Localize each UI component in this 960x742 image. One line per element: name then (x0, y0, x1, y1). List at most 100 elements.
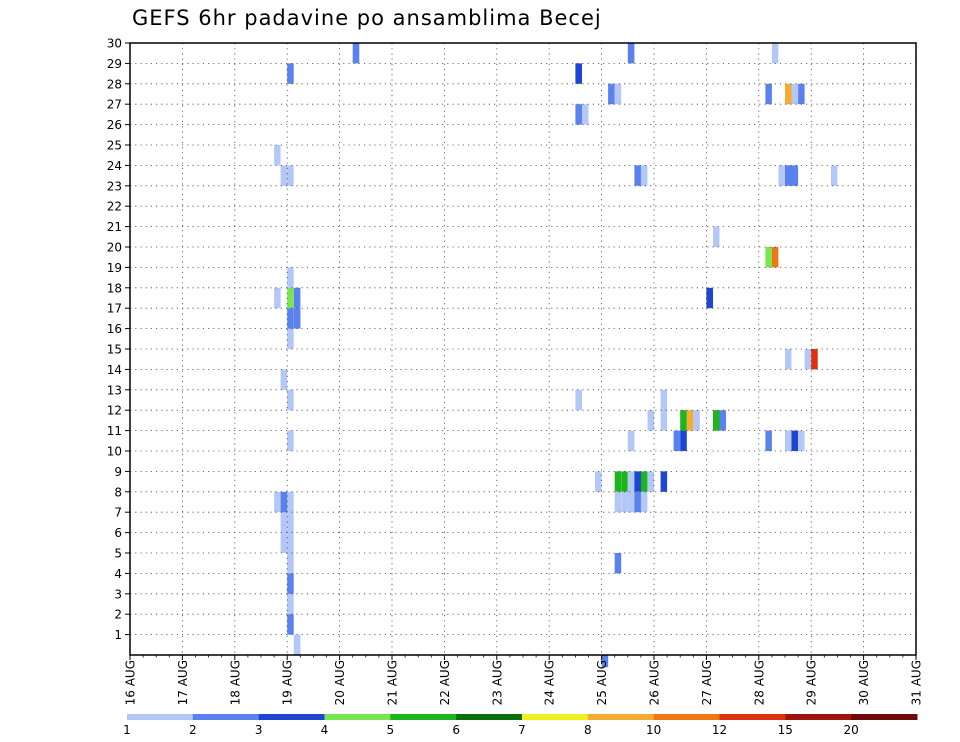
heatmap-cell (640, 491, 648, 513)
heatmap-cell (686, 410, 694, 431)
heatmap-cell (785, 83, 792, 105)
x-tick-label: 17 AUG (176, 660, 190, 705)
y-tick-label: 24 (107, 159, 122, 173)
heatmap-cell (287, 593, 294, 615)
heatmap-cell (287, 165, 294, 186)
heatmap-cell (621, 491, 628, 513)
legend: 1 2 3 4 5 6 7 8 10 12 15 20 (123, 714, 918, 737)
heatmap-cell (778, 165, 785, 186)
heatmap-cell (634, 165, 641, 186)
heatmap-cell (575, 63, 582, 84)
x-tick-label: 28 AUG (752, 660, 766, 705)
heatmap-cell (293, 634, 301, 655)
heatmap-cell (785, 349, 792, 370)
heatmap-cell (660, 389, 668, 411)
heatmap-cell (791, 430, 799, 451)
heatmap-cell (830, 165, 838, 186)
y-tick-label: 9 (114, 465, 122, 479)
heatmap-cell (287, 63, 294, 84)
y-tick-label: 11 (107, 424, 122, 438)
x-tick-label: 31 AUG (910, 660, 924, 705)
x-tick-label: 16 AUG (124, 660, 138, 705)
heatmap-cell (680, 430, 687, 451)
heatmap-cell (287, 512, 294, 533)
heatmap-cell (280, 491, 288, 513)
heatmap-cell (595, 471, 602, 492)
heatmap-cell (287, 287, 294, 309)
heatmap-cell (293, 308, 301, 329)
heatmap-cell (614, 471, 622, 492)
legend-swatch (390, 714, 457, 720)
x-tick-label: 23 AUG (490, 660, 504, 705)
heatmap-cell (621, 471, 628, 492)
heatmap-cell (287, 614, 294, 635)
x-tick-label: 27 AUG (700, 660, 714, 705)
heatmap-cell (627, 430, 635, 451)
y-tick-label: 2 (114, 608, 122, 622)
x-tick-label: 26 AUG (648, 660, 662, 705)
heatmap-cell (627, 491, 635, 513)
legend-swatch (192, 714, 260, 720)
legend-label: 7 (518, 723, 526, 737)
heatmap-cell (693, 410, 700, 431)
heatmap-cell (280, 512, 288, 533)
heatmap-cell (673, 430, 681, 451)
heatmap-cell (647, 410, 654, 431)
y-tick-label: 25 (107, 139, 122, 153)
y-tick-label: 10 (107, 445, 122, 459)
x-axis: 16 AUG 17 AUG 18 AUG 19 AUG 20 AUG 21 AUG 22 A… (124, 655, 924, 705)
legend-label: 15 (778, 723, 793, 737)
x-tick-label: 25 AUG (595, 660, 609, 705)
y-tick-label: 22 (107, 200, 122, 214)
y-tick-label: 14 (107, 363, 122, 377)
heatmap-cell (798, 430, 805, 451)
y-tick-label: 29 (107, 57, 122, 71)
heatmap-cell (634, 471, 641, 492)
heatmap-cell (706, 287, 713, 309)
heatmap-cell (640, 471, 648, 492)
heatmap-cell (771, 247, 779, 268)
y-tick-label: 21 (107, 220, 122, 234)
grid-layer (130, 43, 916, 655)
heatmap-cell (765, 247, 772, 268)
legend-swatch (851, 714, 918, 720)
heatmap-cell (811, 349, 818, 370)
heatmap-cell (293, 287, 301, 309)
x-tick-label: 30 AUG (857, 660, 871, 705)
heatmap-cell (287, 389, 294, 411)
y-axis: 1234567891011121314151617181920212223242… (107, 37, 130, 642)
heatmap-cell (287, 491, 294, 513)
heatmap-cell (582, 104, 589, 125)
heatmap-cell (647, 471, 654, 492)
legend-swatch (456, 714, 523, 720)
heatmap-cell (614, 83, 622, 105)
y-tick-label: 16 (107, 322, 122, 336)
heatmap-cell (601, 655, 609, 668)
heatmap-cell (627, 471, 635, 492)
y-tick-label: 1 (114, 628, 122, 642)
heatmap-cell (771, 43, 779, 64)
y-tick-label: 3 (114, 587, 122, 601)
legend-label: 4 (321, 723, 329, 737)
legend-swatch (324, 714, 391, 720)
legend-swatch (522, 714, 589, 720)
y-tick-label: 17 (107, 302, 122, 316)
x-tick-label: 21 AUG (386, 660, 400, 705)
x-tick-label: 24 AUG (543, 660, 557, 705)
y-tick-label: 13 (107, 383, 122, 397)
y-tick-label: 15 (107, 343, 122, 357)
legend-label: 8 (584, 723, 592, 737)
y-tick-label: 8 (114, 485, 122, 499)
heatmap-cell (713, 410, 720, 431)
legend-label: 20 (844, 723, 859, 737)
legend-swatch (587, 714, 655, 720)
heatmap-cell (640, 165, 648, 186)
legend-label: 5 (386, 723, 394, 737)
legend-label: 3 (255, 723, 263, 737)
heatmap-cell (791, 83, 799, 105)
heatmap-cell (287, 532, 294, 553)
heatmap-cell (765, 430, 772, 451)
legend-label: 2 (189, 723, 197, 737)
legend-label: 10 (646, 723, 661, 737)
